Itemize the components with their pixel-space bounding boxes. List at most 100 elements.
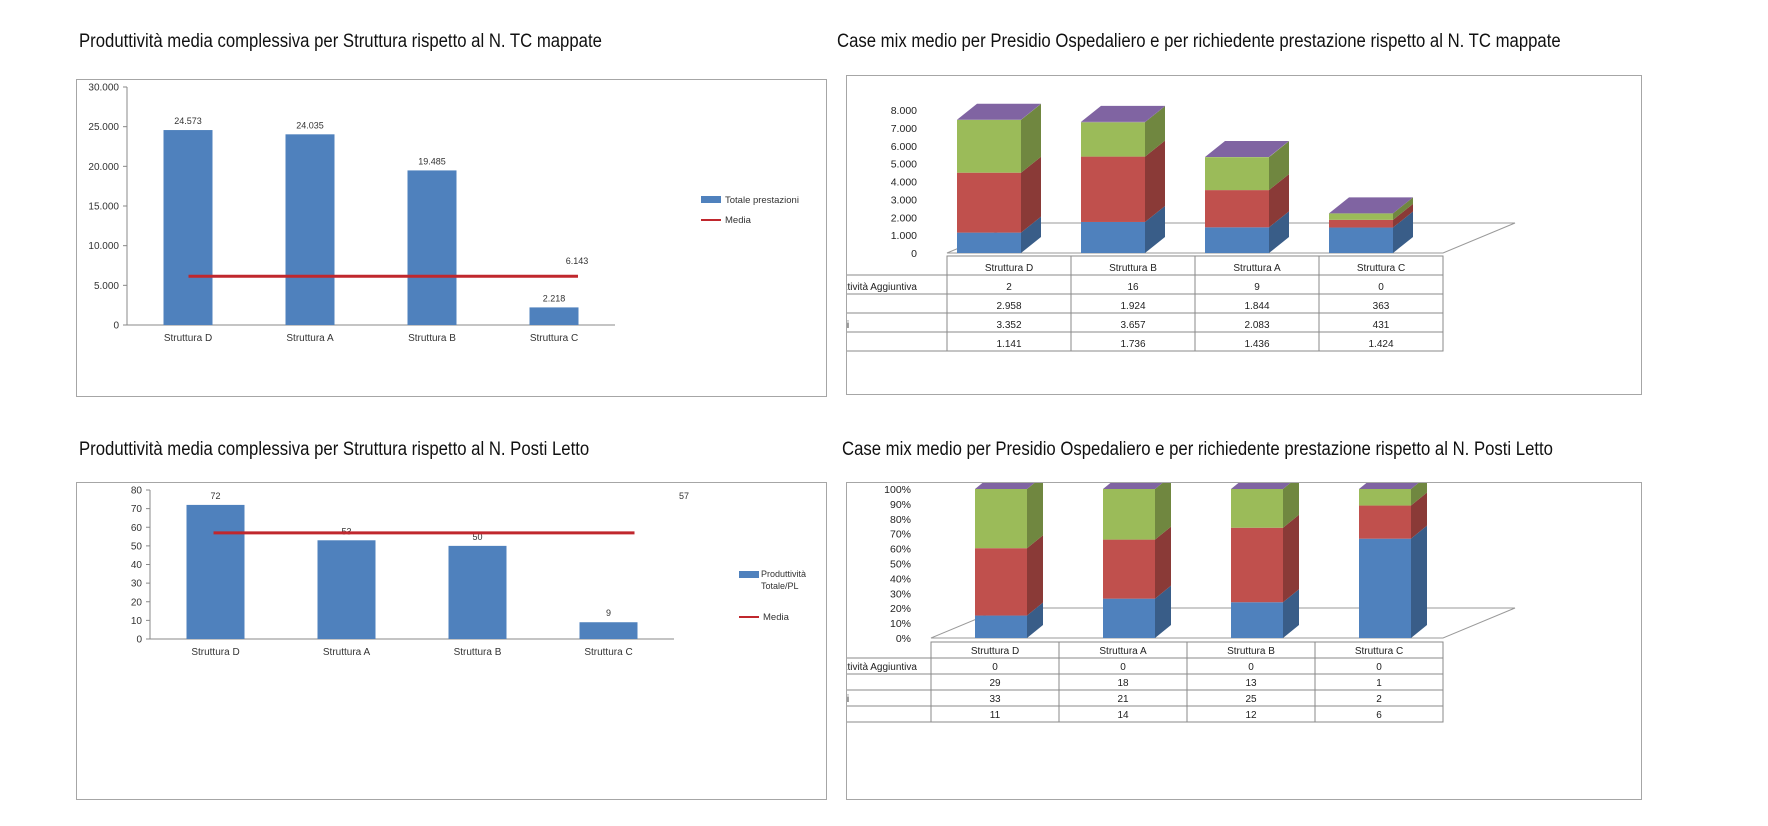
x-tick-label: Struttura B bbox=[454, 647, 502, 658]
stack-struttura-a bbox=[1205, 140, 1289, 253]
legend-swatch-series bbox=[701, 196, 721, 203]
stack-top-cap bbox=[1359, 483, 1419, 489]
table-category-label: Struttura C bbox=[1357, 263, 1405, 274]
legend-label-series: Totale prestazioni bbox=[725, 195, 799, 206]
y-tick-label: 0 bbox=[113, 321, 119, 332]
legend-label-series: Produttività Totale/PL bbox=[761, 569, 806, 591]
bar-value-label: 9 bbox=[606, 608, 611, 618]
y-tick-label: 50 bbox=[131, 541, 143, 552]
stack-struttura-b bbox=[1081, 105, 1165, 253]
table-cell-value: 9 bbox=[1254, 282, 1260, 293]
bar-struttura-a bbox=[285, 134, 335, 325]
table-cell-value: 1 bbox=[1376, 678, 1382, 689]
chart3-title: Produttività media complessiva per Strut… bbox=[79, 439, 590, 460]
y-tick-label: 40% bbox=[890, 573, 911, 585]
segment-ps bbox=[1103, 489, 1155, 540]
table-series-label: Produttività Aggiuntiva bbox=[847, 662, 917, 673]
segment-esterni bbox=[957, 172, 1021, 233]
y-tick-label: 0% bbox=[896, 633, 911, 645]
segment-side-interni bbox=[1411, 525, 1427, 638]
stack-top-cap bbox=[957, 103, 1041, 120]
x-tick-label: Struttura C bbox=[530, 333, 578, 344]
segment-esterni bbox=[975, 548, 1027, 616]
table-category-label: Struttura A bbox=[1233, 263, 1281, 274]
segment-side-ps bbox=[1021, 103, 1041, 173]
table-cell-value: 1.736 bbox=[1120, 339, 1145, 350]
segment-interni bbox=[1329, 227, 1393, 253]
segment-ps bbox=[1081, 122, 1145, 157]
x-tick-label: Struttura A bbox=[323, 647, 371, 658]
segment-side-ps bbox=[1393, 197, 1413, 220]
y-tick-label: 20 bbox=[131, 597, 143, 608]
legend-label-media: Media bbox=[725, 215, 752, 226]
bar-value-label: 24.573 bbox=[174, 116, 202, 126]
y-tick-label: 7.000 bbox=[891, 123, 917, 135]
segment-side-interni bbox=[1145, 205, 1165, 253]
y-tick-label: 2.000 bbox=[891, 212, 917, 224]
y-tick-label: 25.000 bbox=[88, 122, 119, 133]
chart4-title: Case mix medio per Presidio Ospedaliero … bbox=[842, 439, 1553, 460]
table-series-label: Esterni bbox=[847, 694, 849, 705]
segment-side-esterni bbox=[1021, 156, 1041, 233]
table-cell-value: 0 bbox=[992, 662, 998, 673]
chart3-svg: 0 10 20 30 40 50 60 70 80 72 Struttura D 53 Struttur… bbox=[131, 486, 806, 659]
table-cell-value: 11 bbox=[990, 710, 1001, 721]
legend-swatch-series bbox=[739, 571, 759, 578]
y-tick-label: 6.000 bbox=[891, 141, 917, 153]
y-tick-label: 70% bbox=[890, 529, 911, 541]
segment-side-ps bbox=[1155, 483, 1171, 540]
stack-top-cap bbox=[1103, 483, 1163, 489]
stack-top-cap bbox=[1205, 140, 1289, 157]
segment-side-esterni bbox=[1283, 514, 1299, 603]
chart2-title: Case mix medio per Presidio Ospedaliero … bbox=[837, 31, 1561, 52]
table-cell-value: 0 bbox=[1120, 662, 1126, 673]
segment-interni bbox=[975, 615, 1027, 638]
y-tick-label: 100% bbox=[884, 484, 911, 496]
segment-side-esterni bbox=[1411, 492, 1427, 539]
table-cell-value: 2.083 bbox=[1244, 320, 1269, 331]
table-category-label: Struttura D bbox=[971, 646, 1019, 657]
segment-esterni bbox=[1103, 539, 1155, 599]
segment-side-esterni bbox=[1393, 203, 1413, 228]
table-cell-value: 431 bbox=[1373, 320, 1390, 331]
chart1-title: Produttività media complessiva per Strut… bbox=[79, 31, 602, 52]
table-cell-value: 21 bbox=[1117, 694, 1129, 705]
y-tick-label: 90% bbox=[890, 499, 911, 511]
y-tick-label: 5.000 bbox=[94, 281, 119, 292]
y-tick-label: 20.000 bbox=[88, 162, 119, 173]
table-category-label: Struttura D bbox=[985, 263, 1033, 274]
bar-value-label: 24.035 bbox=[296, 120, 324, 130]
legend: Produttività Totale/PL Media bbox=[739, 569, 806, 623]
table-cell-value: 6 bbox=[1376, 710, 1382, 721]
segment-interni bbox=[1359, 538, 1411, 638]
stack-top-cap bbox=[1231, 483, 1291, 489]
y-tick-label: 1.000 bbox=[891, 230, 917, 242]
table-series-label: Produttività Aggiuntiva bbox=[847, 282, 917, 293]
x-tick-label: Struttura B bbox=[408, 333, 456, 344]
data-table: Struttura D Struttura A Struttura B Struttu… bbox=[847, 641, 1444, 723]
table-cell-value: 33 bbox=[989, 694, 1001, 705]
segment-side-ps bbox=[1283, 483, 1299, 528]
segment-ps bbox=[957, 119, 1021, 173]
table-cell-value: 0 bbox=[1376, 662, 1382, 673]
stack-struttura-c bbox=[1329, 197, 1413, 253]
bar-struttura-b bbox=[448, 545, 507, 639]
table-category-label: Struttura A bbox=[1099, 646, 1147, 657]
y-tick-label: 50% bbox=[890, 559, 911, 571]
y-tick-label: 40 bbox=[131, 560, 143, 571]
segment-side-interni bbox=[1155, 585, 1171, 638]
y-tick-label: 0 bbox=[911, 248, 917, 260]
table-category-label: Struttura B bbox=[1109, 263, 1157, 274]
segment-side-interni bbox=[1393, 211, 1413, 253]
table-cell-value: 29 bbox=[989, 678, 1001, 689]
segment-side-esterni bbox=[1155, 526, 1171, 599]
table-cell-value: 0 bbox=[1378, 282, 1384, 293]
segment-interni bbox=[1103, 598, 1155, 638]
y-tick-label: 30% bbox=[890, 588, 911, 600]
y-tick-label: 10 bbox=[131, 616, 143, 627]
segment-interni bbox=[1231, 602, 1283, 638]
segment-interni bbox=[957, 232, 1021, 253]
table-cell-value: 2 bbox=[1006, 282, 1012, 293]
bar-struttura-a bbox=[317, 540, 376, 639]
chart1-svg: 0 5.000 10.000 15.000 20.000 25.000 30.000 24.5… bbox=[88, 83, 799, 345]
